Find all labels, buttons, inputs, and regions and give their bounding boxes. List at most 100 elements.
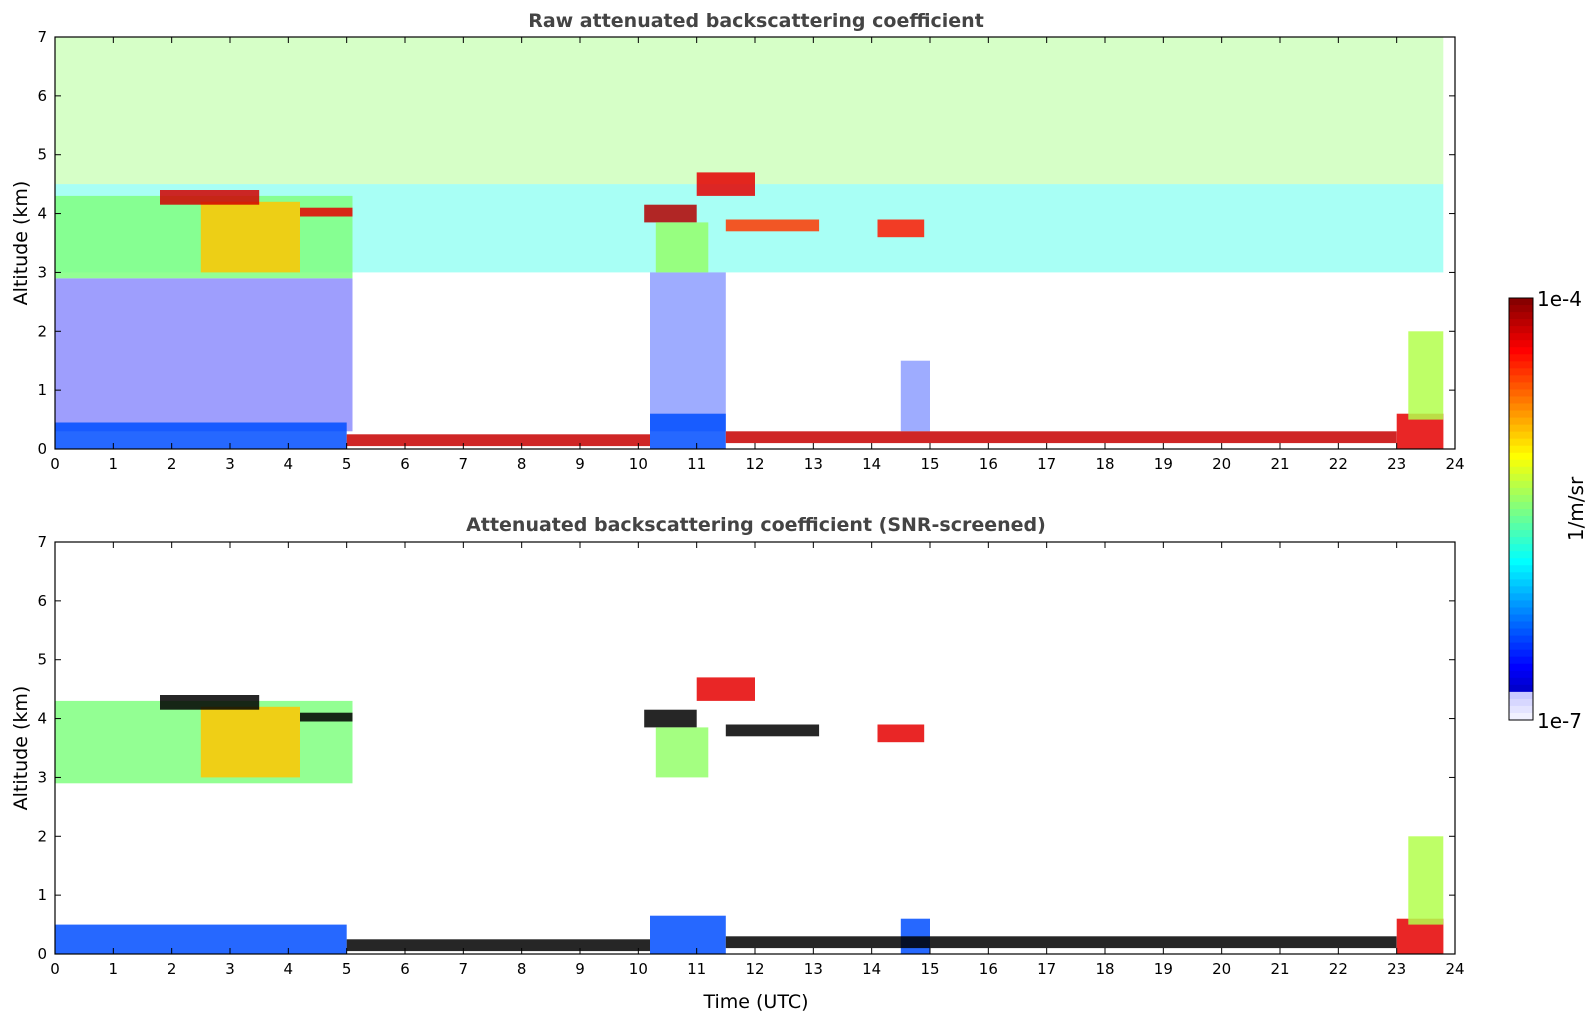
- x-tick-label: 13: [804, 960, 823, 978]
- x-tick-label: 10: [629, 455, 648, 473]
- colorbar-band: [1509, 670, 1533, 679]
- x-tick-label: 5: [342, 960, 352, 978]
- x-tick-label: 15: [920, 960, 939, 978]
- colorbar-band: [1509, 466, 1533, 475]
- raw-y-axis-label: Altitude (km): [10, 181, 32, 306]
- colorbar-band: [1509, 642, 1533, 651]
- x-axis-label: Time (UTC): [702, 991, 808, 1013]
- colorbar: 1e-4 1e-7 1/m/sr: [1508, 287, 1588, 733]
- colorbar-band: [1509, 635, 1533, 644]
- y-tick-label: 0: [37, 945, 47, 963]
- x-tick-label: 11: [687, 455, 706, 473]
- x-tick-label: 17: [1037, 455, 1056, 473]
- y-tick-label: 3: [37, 263, 47, 281]
- x-tick-label: 22: [1329, 960, 1348, 978]
- x-tick-label: 18: [1095, 960, 1114, 978]
- raw-backscatter-panel: Raw attenuated backscattering coefficien…: [10, 10, 1465, 473]
- screened-backscatter-panel: Attenuated backscattering coefficient (S…: [10, 514, 1465, 1013]
- colorbar-band: [1509, 579, 1533, 587]
- y-tick-label: 2: [37, 322, 47, 340]
- x-tick-label: 0: [50, 455, 60, 473]
- heatmap-region-16: [1408, 836, 1444, 925]
- heatmap-region-2: [200, 706, 300, 778]
- x-tick-label: 2: [167, 960, 177, 978]
- colorbar-band: [1509, 530, 1533, 538]
- colorbar-band: [1509, 424, 1533, 433]
- x-tick-label: 18: [1095, 455, 1114, 473]
- x-tick-label: 22: [1329, 455, 1348, 473]
- x-tick-label: 8: [517, 455, 527, 473]
- heatmap-region-7: [655, 727, 709, 778]
- x-tick-label: 15: [920, 455, 939, 473]
- x-tick-label: 24: [1445, 455, 1464, 473]
- colorbar-band: [1509, 431, 1533, 440]
- x-tick-label: 12: [745, 455, 764, 473]
- x-tick-label: 16: [979, 455, 998, 473]
- x-tick-label: 19: [1154, 960, 1173, 978]
- colorbar-band: [1509, 621, 1533, 630]
- colorbar-band: [1509, 698, 1533, 707]
- y-tick-label: 5: [37, 651, 47, 669]
- colorbar-band: [1509, 607, 1533, 616]
- colorbar-band: [1509, 677, 1533, 686]
- heatmap-region-14: [725, 936, 1397, 949]
- y-tick-label: 0: [37, 440, 47, 458]
- x-tick-label: 6: [400, 960, 410, 978]
- raw-heatmap: [55, 37, 1455, 449]
- colorbar-band: [1509, 305, 1533, 313]
- x-tick-label: 24: [1445, 960, 1464, 978]
- colorbar-band: [1509, 417, 1533, 426]
- colorbar-band: [1509, 340, 1533, 348]
- x-tick-label: 3: [225, 455, 235, 473]
- x-tick-label: 7: [459, 455, 469, 473]
- x-tick-label: 2: [167, 455, 177, 473]
- colorbar-band: [1509, 312, 1533, 320]
- x-tick-label: 9: [575, 960, 585, 978]
- colorbar-band: [1509, 628, 1533, 637]
- x-tick-label: 21: [1270, 455, 1289, 473]
- colorbar-band: [1509, 396, 1533, 405]
- colorbar-band: [1509, 319, 1533, 327]
- colorbar-band: [1509, 452, 1533, 461]
- heatmap-region-9: [877, 724, 925, 743]
- x-tick-label: 21: [1270, 960, 1289, 978]
- colorbar-band: [1509, 684, 1533, 693]
- colorbar-band: [1509, 382, 1533, 391]
- colorbar-band: [1509, 501, 1533, 510]
- colorbar-band: [1509, 544, 1533, 552]
- y-tick-label: 3: [37, 768, 47, 786]
- heatmap-region-8: [160, 190, 260, 205]
- colorbar-band: [1509, 347, 1533, 355]
- colorbar-band: [1509, 572, 1533, 580]
- screened-panel-title: Attenuated backscattering coefficient (S…: [466, 514, 1046, 536]
- colorbar-band: [1509, 389, 1533, 398]
- colorbar-band: [1509, 333, 1533, 341]
- colorbar-min-label: 1e-7: [1537, 709, 1582, 733]
- x-tick-label: 16: [979, 960, 998, 978]
- colorbar-band: [1509, 614, 1533, 623]
- x-tick-label: 23: [1387, 455, 1406, 473]
- x-tick-label: 5: [342, 455, 352, 473]
- colorbar-band: [1509, 712, 1533, 721]
- x-tick-label: 3: [225, 960, 235, 978]
- heatmap-region-12: [655, 222, 709, 273]
- y-tick-label: 6: [37, 592, 47, 610]
- y-tick-label: 1: [37, 381, 47, 399]
- colorbar-band: [1509, 593, 1533, 602]
- heatmap-region-13: [725, 219, 820, 232]
- x-tick-label: 19: [1154, 455, 1173, 473]
- heatmap-region-11: [696, 172, 755, 196]
- colorbar-band: [1509, 473, 1533, 482]
- heatmap-region-10: [644, 204, 697, 223]
- heatmap-region-4: [650, 272, 726, 432]
- heatmap-region-4: [300, 712, 353, 722]
- x-tick-label: 6: [400, 455, 410, 473]
- heatmap-region-14: [877, 219, 925, 238]
- x-tick-label: 0: [50, 960, 60, 978]
- colorbar-band: [1509, 375, 1533, 383]
- colorbar-band: [1509, 354, 1533, 362]
- heatmap-region-6: [696, 677, 755, 701]
- heatmap-region-18: [725, 431, 1397, 444]
- y-tick-label: 7: [37, 28, 47, 46]
